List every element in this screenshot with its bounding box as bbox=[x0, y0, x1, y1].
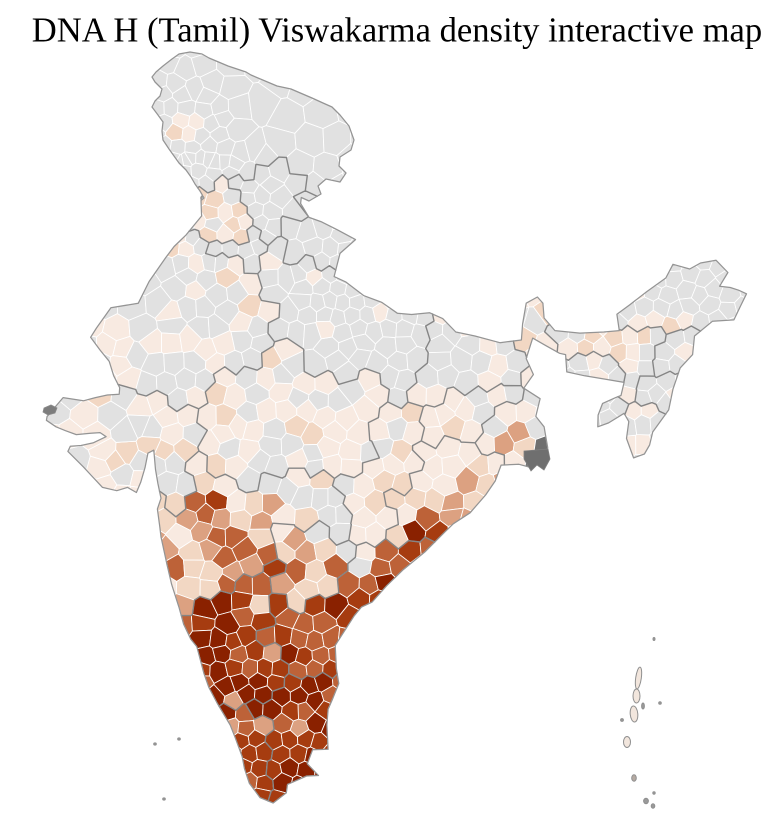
svg-text:DNA H (Tamil) Viswakarma densi: DNA H (Tamil) Viswakarma density interac… bbox=[32, 12, 762, 50]
